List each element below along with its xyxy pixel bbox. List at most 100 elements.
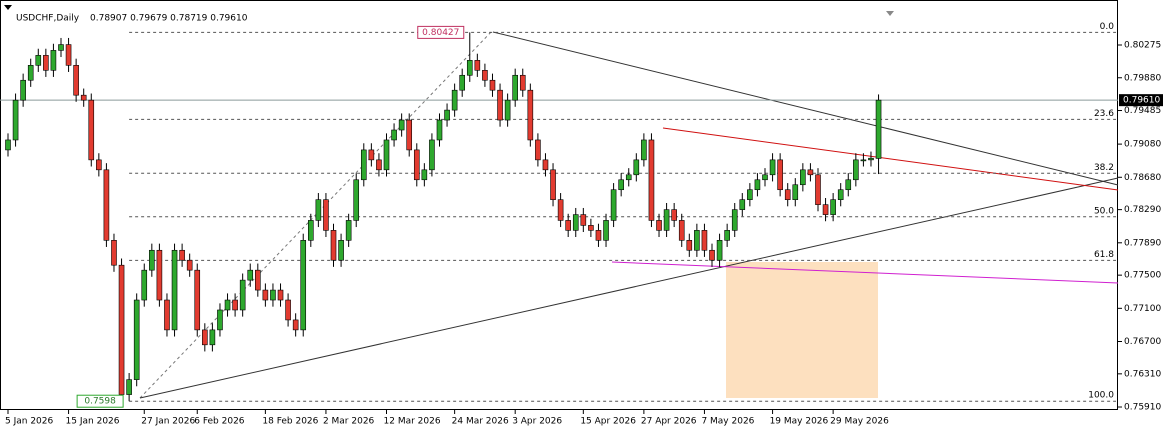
candle-body — [247, 269, 254, 281]
fib-label: 100.0 — [1088, 391, 1114, 401]
candle-body — [20, 79, 26, 101]
shift-marker — [886, 11, 894, 16]
candle-body — [96, 159, 102, 171]
candle-body — [845, 179, 852, 191]
candle-body — [255, 269, 261, 291]
candle-body — [807, 169, 814, 176]
candle-body — [118, 264, 125, 395]
candle-body — [126, 379, 132, 395]
y-tick-label: 0.77500 — [1124, 271, 1161, 281]
candle-body — [588, 225, 594, 231]
candle-body — [565, 220, 571, 231]
candle-body — [323, 199, 329, 231]
candle-body — [179, 249, 185, 261]
candle-body — [686, 240, 693, 251]
candle-body — [731, 209, 738, 231]
x-tick-label: 15 Jan 2026 — [66, 417, 120, 427]
candle-body — [800, 169, 806, 186]
candle-body — [27, 65, 34, 81]
candle-body — [171, 249, 178, 331]
candle-body — [315, 199, 322, 221]
candle-body — [663, 209, 670, 231]
candle-body — [353, 179, 360, 221]
candle-body — [625, 174, 632, 181]
x-tick-label: 6 Feb 2026 — [194, 417, 245, 427]
candle-body — [875, 99, 882, 159]
candle-body — [595, 230, 602, 241]
candle-body — [497, 89, 503, 121]
candle-body — [678, 220, 685, 241]
x-tick-label: 5 Jan 2026 — [5, 417, 53, 427]
candle-body — [504, 99, 511, 121]
candle-body — [762, 174, 768, 181]
candle-body — [837, 189, 844, 200]
candle-body — [398, 119, 405, 131]
y-tick-label: 0.77890 — [1124, 238, 1161, 248]
candle-body — [716, 240, 723, 261]
candle-body — [80, 94, 87, 101]
candle-body — [724, 230, 730, 241]
y-tick-label: 0.79080 — [1124, 140, 1161, 150]
candle-body — [164, 299, 170, 331]
candle-body — [43, 55, 49, 71]
rectangle-zone — [726, 262, 878, 398]
candle-body — [557, 199, 564, 221]
x-tick-label: 2 Mar 2026 — [323, 417, 375, 427]
candle-body — [217, 309, 223, 331]
candle-body — [603, 220, 609, 241]
price-tag-label: 0.79610 — [1123, 96, 1160, 106]
candle-body — [527, 89, 534, 141]
candle-body — [459, 74, 466, 91]
candle-body — [270, 289, 276, 301]
candle-body — [656, 220, 662, 231]
low-label: 0.7598 — [84, 397, 116, 407]
candle-body — [747, 189, 753, 200]
candle-body — [815, 174, 821, 205]
candle-body — [466, 60, 473, 76]
x-tick-label: 18 Feb 2026 — [262, 417, 318, 427]
x-tick-label: 12 Mar 2026 — [384, 417, 441, 427]
candle-body — [610, 189, 617, 221]
candle-body — [133, 299, 140, 380]
candle-body — [519, 74, 526, 91]
candle-body — [421, 169, 428, 181]
y-tick-label: 0.78680 — [1124, 173, 1161, 183]
candle-body — [58, 44, 64, 51]
candle-body — [156, 249, 163, 301]
candle-body — [542, 159, 549, 171]
candle-body — [784, 189, 791, 200]
x-tick-label: 27 Jan 2026 — [141, 417, 195, 427]
x-tick-label: 24 Mar 2026 — [452, 417, 509, 427]
fib-label: 23.6 — [1094, 109, 1114, 119]
candle-body — [141, 269, 148, 301]
candle-body — [777, 159, 783, 191]
x-tick-label: 19 May 2026 — [770, 417, 829, 427]
candle-body — [792, 184, 799, 200]
candle-body — [194, 269, 201, 331]
candle-body — [474, 60, 481, 71]
candle-body — [292, 319, 299, 331]
plot-layer: 0.80275 0.79880 0.79485 0.79080 0.78680 0.782… — [0, 22, 1163, 427]
candle-body — [860, 159, 867, 162]
candle-body — [648, 139, 655, 221]
candle-body — [512, 74, 518, 101]
candle-body — [186, 259, 193, 271]
candle-body — [406, 119, 413, 151]
candle-body — [262, 289, 269, 301]
candle-body — [300, 240, 307, 331]
candle-body — [868, 157, 874, 161]
trend-line — [139, 177, 1119, 399]
y-tick-label: 0.79880 — [1124, 73, 1161, 83]
menu-arrow[interactable] — [4, 5, 12, 10]
candle-body — [489, 79, 496, 91]
candle-body — [535, 139, 541, 161]
candle-body — [853, 159, 859, 181]
candle-body — [572, 214, 579, 231]
candle-body — [739, 199, 746, 210]
y-tick-label: 0.80275 — [1124, 40, 1161, 50]
candle-body — [232, 299, 238, 311]
candle-body — [550, 169, 556, 200]
candle-body — [73, 65, 79, 96]
candle-body — [65, 44, 72, 66]
